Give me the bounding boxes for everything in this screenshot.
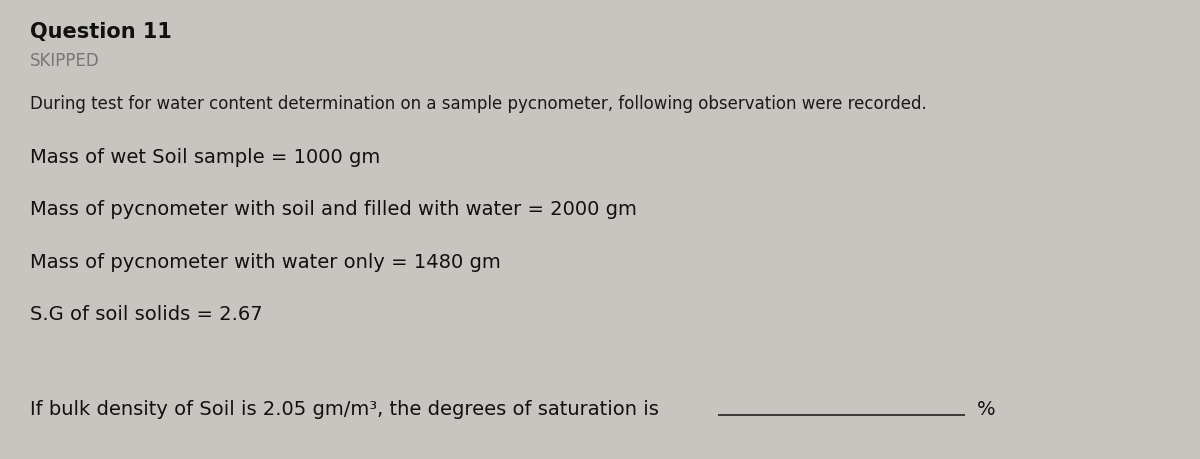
Text: If bulk density of Soil is 2.05 gm/m³, the degrees of saturation is: If bulk density of Soil is 2.05 gm/m³, t… bbox=[30, 399, 659, 418]
Text: Mass of pycnometer with water only = 1480 gm: Mass of pycnometer with water only = 148… bbox=[30, 252, 500, 271]
Text: Question 11: Question 11 bbox=[30, 22, 172, 42]
Text: %: % bbox=[977, 399, 996, 418]
Text: Mass of wet Soil sample = 1000 gm: Mass of wet Soil sample = 1000 gm bbox=[30, 148, 380, 167]
Text: S.G of soil solids = 2.67: S.G of soil solids = 2.67 bbox=[30, 304, 263, 323]
Text: SKIPPED: SKIPPED bbox=[30, 52, 100, 70]
Text: Mass of pycnometer with soil and filled with water = 2000 gm: Mass of pycnometer with soil and filled … bbox=[30, 200, 637, 218]
Text: During test for water content determination on a sample pycnometer, following ob: During test for water content determinat… bbox=[30, 95, 926, 113]
